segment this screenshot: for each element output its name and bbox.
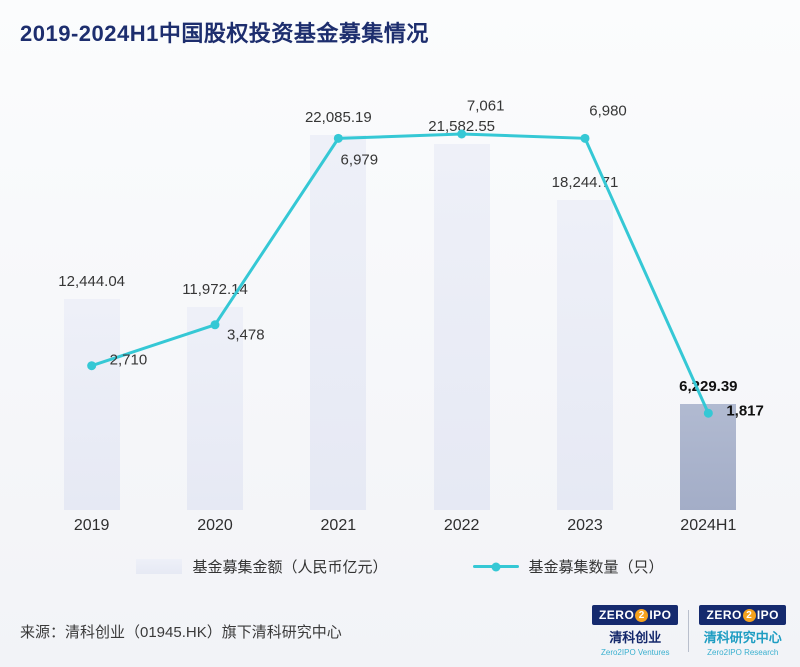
line-point [333, 133, 343, 143]
line-value-label: 1,817 [726, 402, 764, 420]
legend-item-count: 基金募集数量（只） [472, 556, 664, 577]
x-axis-label: 2019 [73, 517, 110, 534]
x-axis-label: 2023 [567, 517, 603, 534]
bar-2023 [557, 200, 613, 510]
line-path [91, 132, 710, 414]
bar-value-label: 12,444.04 [58, 272, 126, 290]
bar-2020 [187, 306, 243, 510]
line-value-label: 7,061 [466, 97, 505, 115]
line-value-label: 6,980 [589, 102, 627, 120]
line-value-label: 3,478 [227, 326, 265, 344]
footer: 来源：清科创业（01945.HK）旗下清科研究中心 ZERO 2 IPO 清科创业 … [20, 605, 786, 657]
zero2ipo-logo-icon: ZERO 2 IPO [699, 605, 786, 625]
line-point [457, 129, 467, 139]
zero2ipo-logo-icon: ZERO 2 IPO [591, 605, 679, 625]
bar-2022 [433, 143, 490, 510]
bar-2024H1 [680, 404, 737, 510]
logo-zero-text: ZERO [598, 608, 635, 622]
line-point [87, 361, 97, 371]
x-axis-label: 2024H1 [680, 517, 737, 534]
bar-swatch-icon [136, 559, 183, 574]
x-axis-label: 2020 [197, 517, 233, 534]
line-swatch-icon [472, 562, 519, 571]
x-axis-label: 2021 [320, 517, 357, 534]
logo-zero2ipo-ventures: ZERO 2 IPO 清科创业 Zero2IPO Ventures [591, 605, 679, 657]
logo-subtitle: Zero2IPO Research [707, 648, 779, 657]
line-dot-icon [491, 562, 500, 571]
logo-ipo-text: IPO [649, 608, 672, 622]
page-title: 2019-2024H1中国股权投资基金募集情况 [20, 21, 429, 46]
bar-value-label: 21,582.55 [428, 117, 496, 135]
bar-value-label: 22,085.19 [304, 109, 372, 126]
brand-logos: ZERO 2 IPO 清科创业 Zero2IPO Ventures ZERO 2 IPO… [591, 605, 786, 657]
logo-divider [688, 610, 690, 652]
x-axis-label: 2022 [443, 517, 480, 534]
logo-ipo-text: IPO [756, 608, 779, 622]
bar-value-label: 11,972.14 [182, 280, 248, 298]
logo-two-icon: 2 [742, 608, 756, 622]
chart-legend: 基金募集金额（人民币亿元） 基金募集数量（只） [0, 556, 800, 577]
combo-chart: 12,444.04 2019 11,972.14 2020 22,085.19 2021 2… [30, 95, 770, 545]
line-value-label: 2,710 [109, 351, 148, 369]
bar-2021 [310, 135, 367, 510]
logo-name: 清科创业 [609, 630, 662, 645]
logo-two-icon: 2 [635, 608, 649, 622]
line-series [87, 129, 713, 418]
legend-label-count: 基金募集数量（只） [528, 559, 664, 576]
line-point [210, 320, 220, 330]
legend-item-amount: 基金募集金额（人民币亿元） [136, 556, 388, 577]
logo-zero-text: ZERO [706, 608, 742, 622]
line-point [580, 133, 590, 143]
logo-subtitle: Zero2IPO Ventures [600, 648, 670, 657]
logo-zero2ipo-research: ZERO 2 IPO 清科研究中心 Zero2IPO Research [699, 605, 786, 657]
legend-label-amount: 基金募集金额（人民币亿元） [192, 559, 388, 576]
logo-name: 清科研究中心 [703, 630, 782, 645]
bar-2019 [63, 298, 120, 510]
line-point [703, 408, 713, 418]
source-text: 来源：清科创业（01945.HK）旗下清科研究中心 [20, 623, 342, 641]
line-value-label: 6,979 [340, 151, 379, 169]
